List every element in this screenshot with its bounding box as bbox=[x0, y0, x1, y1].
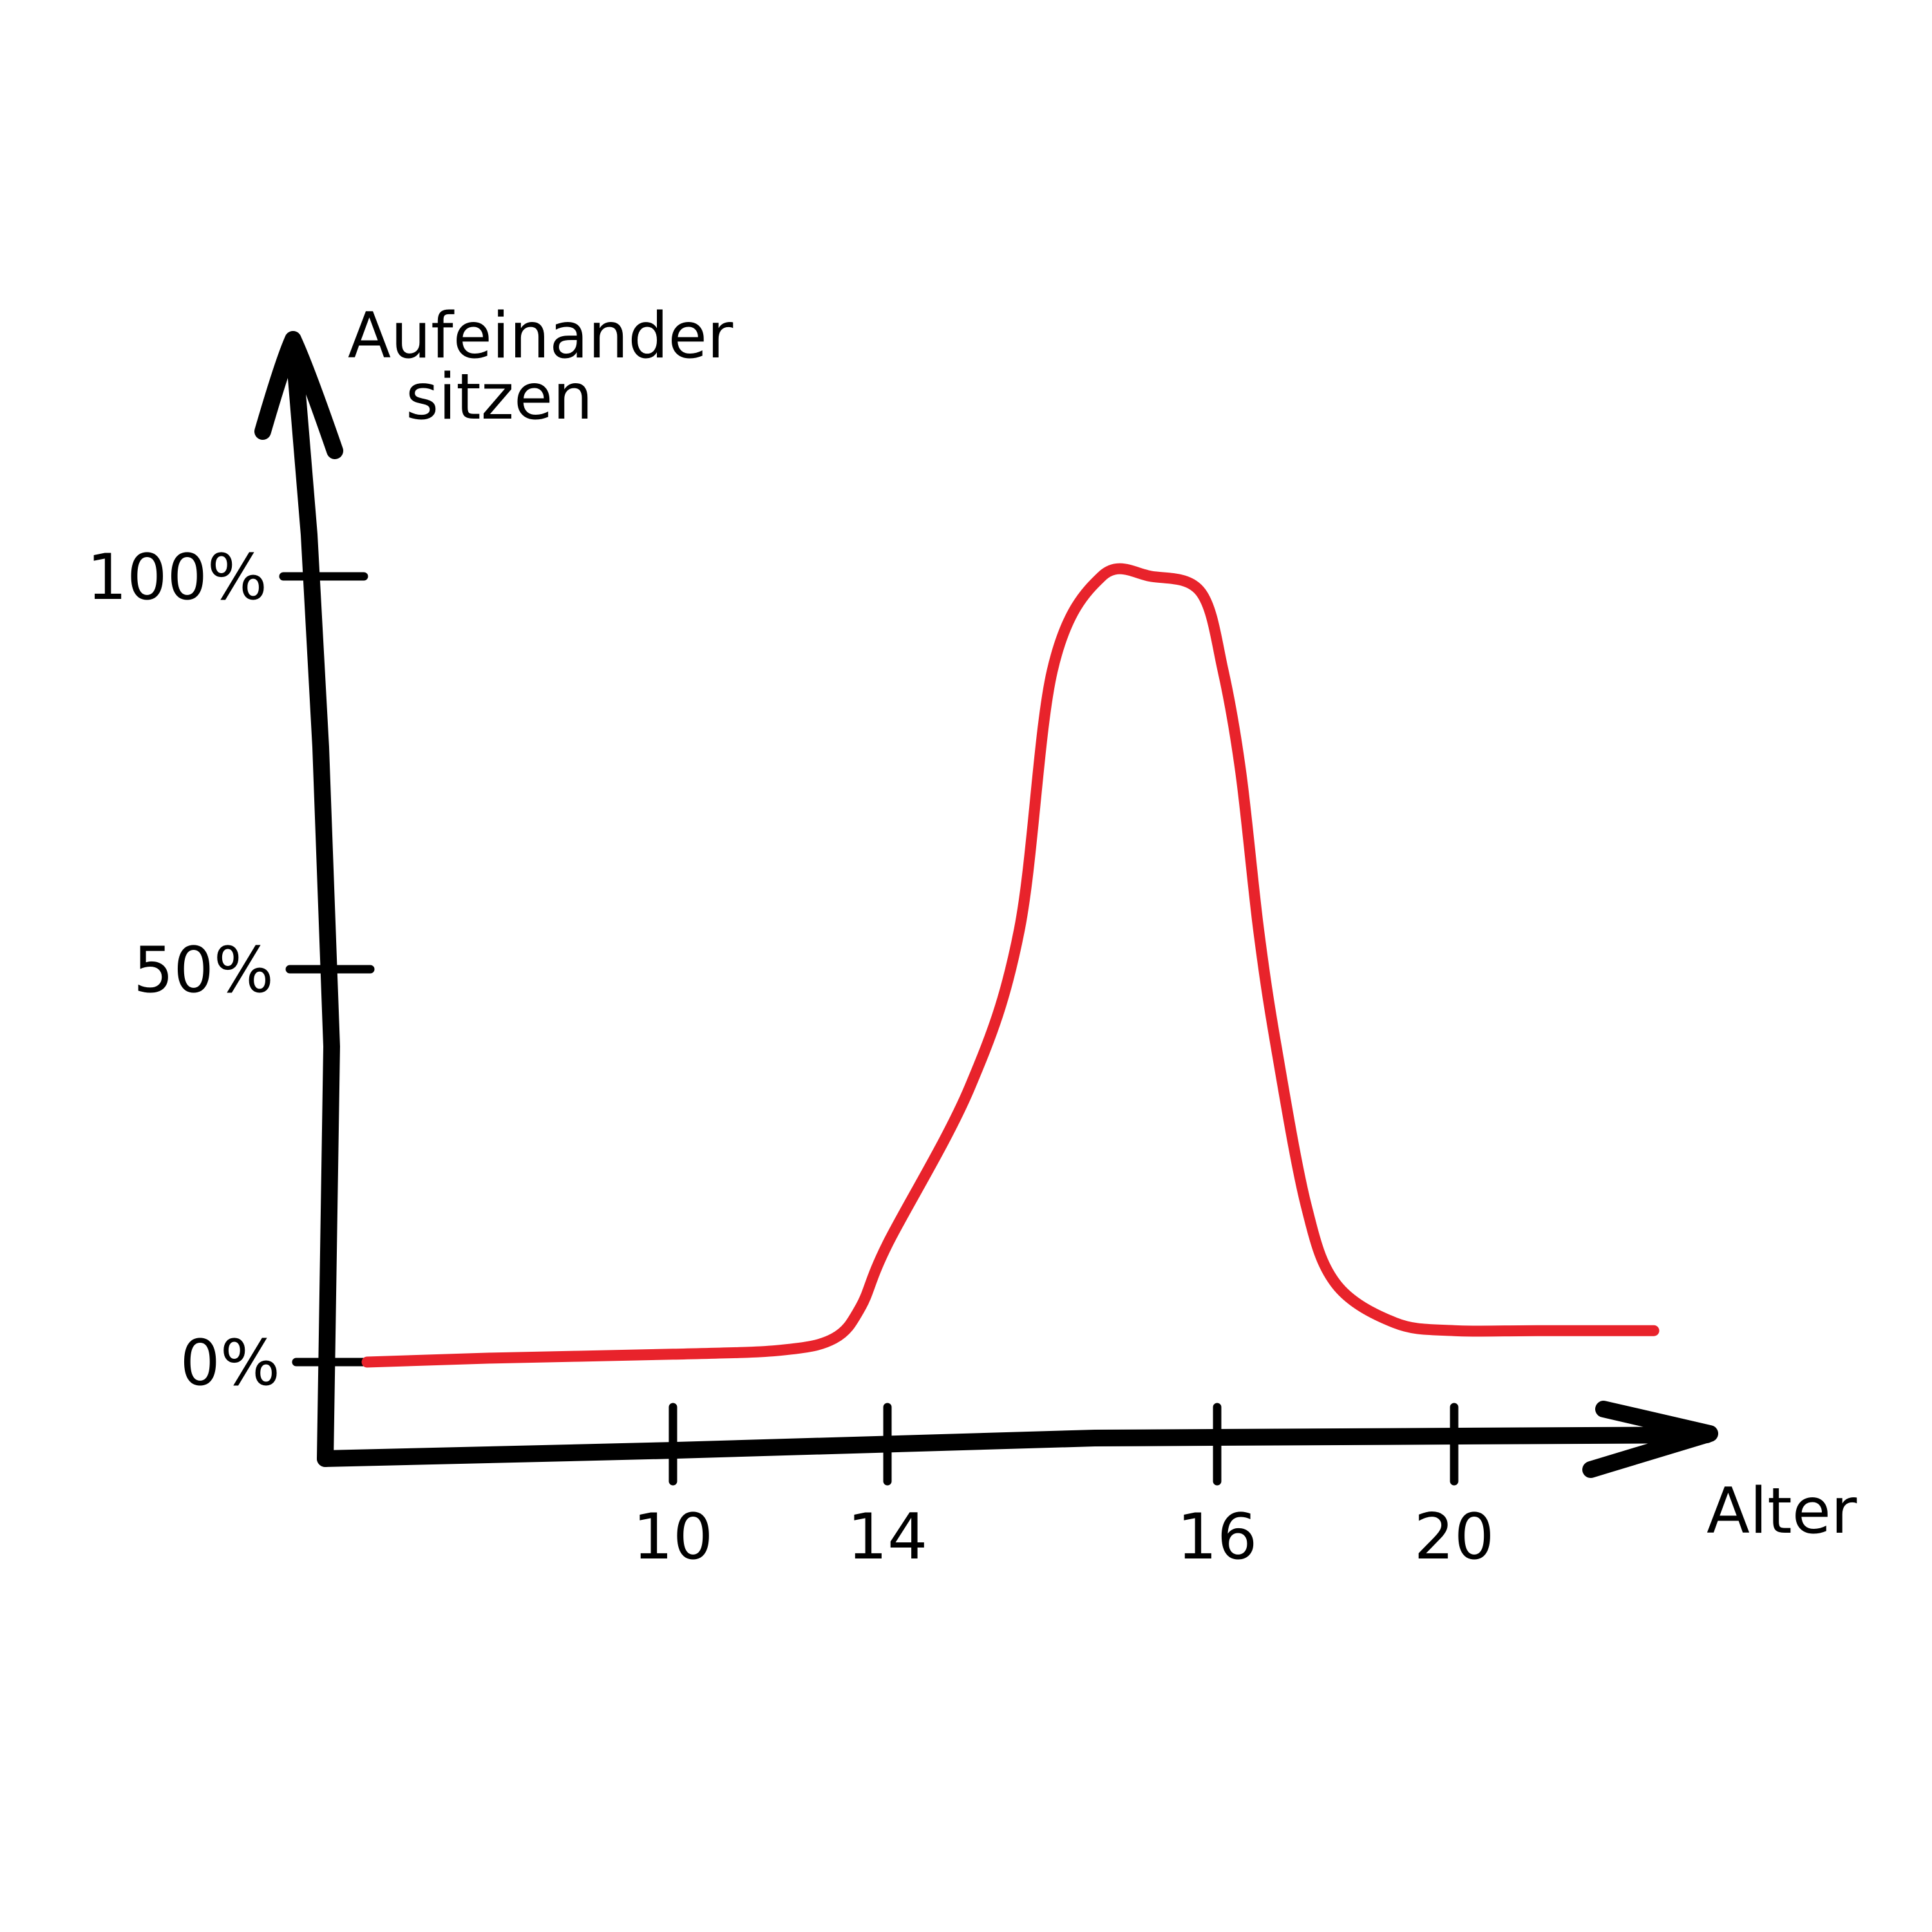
y-axis bbox=[285, 331, 340, 1467]
y-axis-label-line2: sitzen bbox=[406, 361, 593, 434]
y-tick-label-100: 100% bbox=[87, 541, 267, 614]
x-axis-label: Alter bbox=[1707, 1475, 1857, 1548]
x-tick-label-16: 16 bbox=[1177, 1501, 1258, 1574]
series-line bbox=[361, 563, 1660, 1368]
y-axis-label-line1: Aufeinander bbox=[348, 299, 734, 373]
y-tick-label-0: 0% bbox=[180, 1327, 280, 1400]
x-tick-label-20: 20 bbox=[1414, 1501, 1495, 1574]
y-ticks-group: 0% 50% 100% bbox=[87, 541, 381, 1400]
y-tick-label-50: 50% bbox=[133, 934, 274, 1007]
x-axis-arrowhead bbox=[1582, 1401, 1718, 1478]
x-tick-label-10: 10 bbox=[633, 1501, 714, 1574]
x-tick-label-14: 14 bbox=[848, 1501, 928, 1574]
x-axis bbox=[317, 1426, 1715, 1467]
x-ticks-group: 10 14 16 20 bbox=[633, 1403, 1495, 1574]
y-axis-arrowhead bbox=[254, 331, 343, 459]
